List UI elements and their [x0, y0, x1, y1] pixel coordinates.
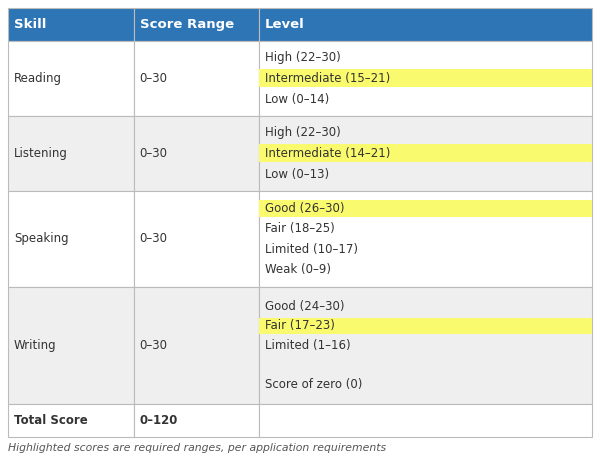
Bar: [259, 191, 592, 287]
Text: Score of zero (0): Score of zero (0): [265, 379, 362, 392]
Text: Good (24–30): Good (24–30): [265, 299, 344, 312]
Text: Low (0–14): Low (0–14): [265, 93, 329, 106]
Text: Fair (18–25): Fair (18–25): [265, 222, 335, 235]
Bar: [259, 318, 592, 334]
Bar: [134, 191, 259, 287]
Bar: [259, 404, 592, 437]
Bar: [8, 8, 134, 41]
Text: Highlighted scores are required ranges, per application requirements: Highlighted scores are required ranges, …: [8, 443, 386, 453]
Text: 0–30: 0–30: [140, 339, 167, 352]
Bar: [259, 287, 592, 404]
Bar: [8, 116, 134, 191]
Text: Writing: Writing: [14, 339, 56, 352]
Bar: [8, 404, 134, 437]
Bar: [134, 287, 259, 404]
Bar: [259, 200, 592, 217]
Text: Limited (1–16): Limited (1–16): [265, 339, 351, 352]
Bar: [8, 287, 134, 404]
Text: Low (0–13): Low (0–13): [265, 168, 329, 181]
Text: Weak (0–9): Weak (0–9): [265, 263, 331, 276]
Bar: [8, 191, 134, 287]
Text: Score Range: Score Range: [140, 18, 233, 31]
Bar: [8, 41, 134, 116]
Bar: [134, 116, 259, 191]
Text: 0–30: 0–30: [140, 147, 167, 160]
Text: Limited (10–17): Limited (10–17): [265, 243, 358, 255]
Bar: [259, 145, 592, 162]
Bar: [134, 8, 259, 41]
Text: 0–120: 0–120: [140, 414, 178, 427]
Text: 0–30: 0–30: [140, 232, 167, 246]
Bar: [259, 116, 592, 191]
Text: Intermediate (15–21): Intermediate (15–21): [265, 72, 391, 85]
Text: Reading: Reading: [14, 72, 62, 85]
Bar: [259, 69, 592, 87]
Text: Speaking: Speaking: [14, 232, 68, 246]
Text: Fair (17–23): Fair (17–23): [265, 319, 335, 332]
Text: Intermediate (14–21): Intermediate (14–21): [265, 147, 391, 160]
Text: Skill: Skill: [14, 18, 46, 31]
Bar: [134, 404, 259, 437]
Bar: [259, 41, 592, 116]
Text: Good (26–30): Good (26–30): [265, 202, 344, 215]
Text: High (22–30): High (22–30): [265, 51, 341, 64]
Bar: [134, 41, 259, 116]
Text: Level: Level: [265, 18, 305, 31]
Text: 0–30: 0–30: [140, 72, 167, 85]
Text: Listening: Listening: [14, 147, 68, 160]
Text: High (22–30): High (22–30): [265, 126, 341, 139]
Text: Total Score: Total Score: [14, 414, 88, 427]
Bar: [259, 8, 592, 41]
